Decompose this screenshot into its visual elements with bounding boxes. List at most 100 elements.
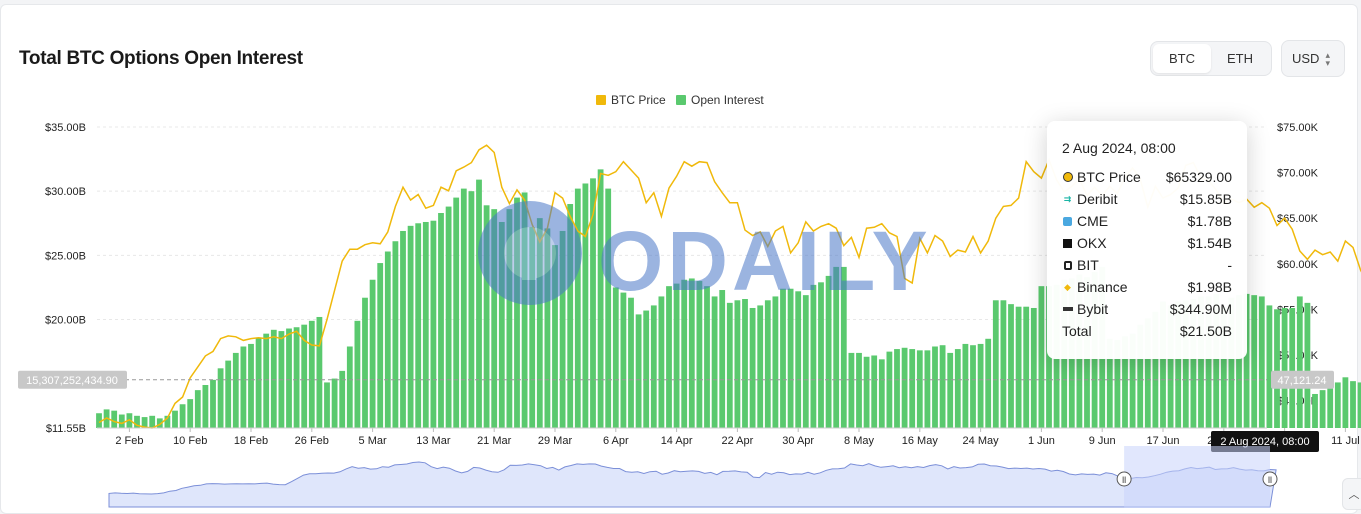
y-left-tick-label: $20.00B: [45, 315, 86, 327]
open-interest-bar: [878, 359, 885, 428]
x-tick-label: 22 Apr: [721, 435, 753, 447]
open-interest-bar: [491, 209, 498, 428]
currency-select[interactable]: USD ▴ ▾: [1281, 40, 1345, 77]
open-interest-bar: [658, 296, 665, 428]
y-left-tick-label: $35.00B: [45, 122, 86, 134]
tooltip-name: BTC Price: [1077, 169, 1141, 185]
crosshair-left-value: 15,307,252,434.90: [26, 375, 118, 387]
open-interest-bar: [194, 390, 201, 428]
open-interest-bar: [1030, 307, 1037, 428]
watermark: ODAILY: [478, 201, 928, 308]
open-interest-bar: [225, 360, 232, 428]
tab-btc[interactable]: BTC: [1153, 44, 1211, 73]
x-tick-label: 14 Apr: [661, 435, 693, 447]
tooltip-row-btc-price: BTC Price $65329.00: [1062, 166, 1232, 188]
open-interest-bar: [932, 346, 938, 428]
open-interest-bar: [1319, 390, 1326, 428]
open-interest-bar: [1023, 306, 1030, 428]
open-interest-bar: [795, 291, 802, 428]
x-tick-label: 26 Feb: [295, 435, 329, 447]
tooltip-name: Binance: [1077, 279, 1128, 295]
tooltip-value: $15.85B: [1179, 191, 1232, 207]
open-interest-bar: [263, 333, 270, 428]
open-interest-bar: [529, 227, 536, 428]
open-interest-bar: [1357, 382, 1361, 428]
open-interest-bar: [369, 279, 376, 428]
open-interest-bar: [1129, 333, 1136, 428]
open-interest-bar: [308, 320, 315, 428]
open-interest-bar: [301, 324, 308, 428]
open-interest-bar: [886, 351, 893, 428]
tooltip-name: Deribit: [1077, 191, 1118, 207]
tooltip-value: -: [1227, 257, 1232, 273]
open-interest-bar: [650, 305, 657, 428]
open-interest-bar: [1274, 309, 1280, 428]
svg-text:ll: ll: [1268, 475, 1272, 485]
open-interest-bar: [909, 349, 916, 428]
open-interest-bar: [346, 346, 353, 428]
chevron-up-icon: ︿: [1348, 489, 1360, 501]
open-interest-bar: [924, 350, 931, 428]
open-interest-bar: [544, 228, 551, 428]
open-interest-bar: [430, 220, 437, 428]
open-interest-bar: [666, 286, 672, 428]
crosshair-right-value: 47,121.24: [1278, 375, 1327, 387]
tooltip-row-deribit: ⇉ Deribit $15.85B: [1062, 188, 1232, 210]
open-interest-bar: [339, 370, 346, 428]
y-right-tick-label: $75.00K: [1277, 122, 1319, 134]
open-interest-bar: [757, 305, 764, 428]
open-interest-bar: [331, 378, 338, 428]
open-interest-bar: [1114, 340, 1121, 428]
open-interest-bar: [498, 221, 505, 428]
tab-eth[interactable]: ETH: [1227, 51, 1253, 66]
tooltip-name: Bybit: [1077, 301, 1109, 317]
btc-price-icon: [1062, 172, 1073, 183]
x-tick-label: 29 Mar: [538, 435, 573, 447]
y-left-tick-label: $11.55B: [46, 423, 86, 435]
open-interest-bar: [954, 349, 961, 428]
open-interest-bar: [567, 204, 574, 428]
open-interest-bar: [1038, 286, 1045, 428]
x-tick-label: 13 Mar: [416, 435, 451, 447]
open-interest-bar: [939, 345, 946, 428]
scroll-top-button[interactable]: ︿: [1342, 478, 1361, 510]
legend-swatch-open-interest: [676, 95, 686, 105]
open-interest-bar: [415, 223, 422, 428]
tooltip-value: $1.78B: [1187, 213, 1232, 229]
open-interest-bar: [711, 296, 718, 428]
open-interest-bar: [947, 352, 954, 428]
open-interest-bar: [362, 297, 368, 428]
open-interest-bar: [681, 279, 688, 428]
open-interest-bar: [742, 299, 748, 428]
open-interest-bar: [156, 418, 163, 428]
x-tick-label: 6 Apr: [603, 435, 629, 447]
x-tick-label: 21 Mar: [477, 435, 512, 447]
open-interest-bar: [749, 307, 756, 428]
open-interest-bar: [1304, 302, 1311, 428]
open-interest-bar: [400, 230, 406, 428]
open-interest-bar: [1266, 305, 1273, 428]
legend-label-open-interest: Open Interest: [691, 93, 764, 107]
open-interest-bar: [316, 316, 323, 428]
open-interest-bar: [1334, 382, 1341, 428]
open-interest-bar: [514, 197, 520, 428]
navigator-handle-right[interactable]: ll: [1262, 471, 1278, 487]
x-tick-label: 17 Jun: [1146, 435, 1179, 447]
open-interest-bar: [574, 188, 581, 428]
open-interest-bar: [521, 192, 528, 428]
currency-value: USD: [1292, 51, 1320, 66]
open-interest-bar: [1137, 324, 1144, 428]
x-tick-label: 16 May: [902, 435, 939, 447]
open-interest-bar: [992, 300, 999, 428]
open-interest-bar: [848, 352, 855, 428]
navigator-handle-left[interactable]: ll: [1116, 471, 1132, 487]
deribit-icon: ⇉: [1063, 193, 1072, 204]
x-tick-label: 2 Feb: [115, 435, 143, 447]
open-interest-bar: [1289, 307, 1296, 428]
open-interest-bar: [780, 288, 786, 428]
y-right-tick-label: $60.00K: [1277, 259, 1319, 271]
open-interest-bar: [384, 251, 391, 428]
tooltip-value: $344.90M: [1169, 301, 1232, 317]
range-navigator[interactable]: ll ll: [108, 446, 1278, 508]
